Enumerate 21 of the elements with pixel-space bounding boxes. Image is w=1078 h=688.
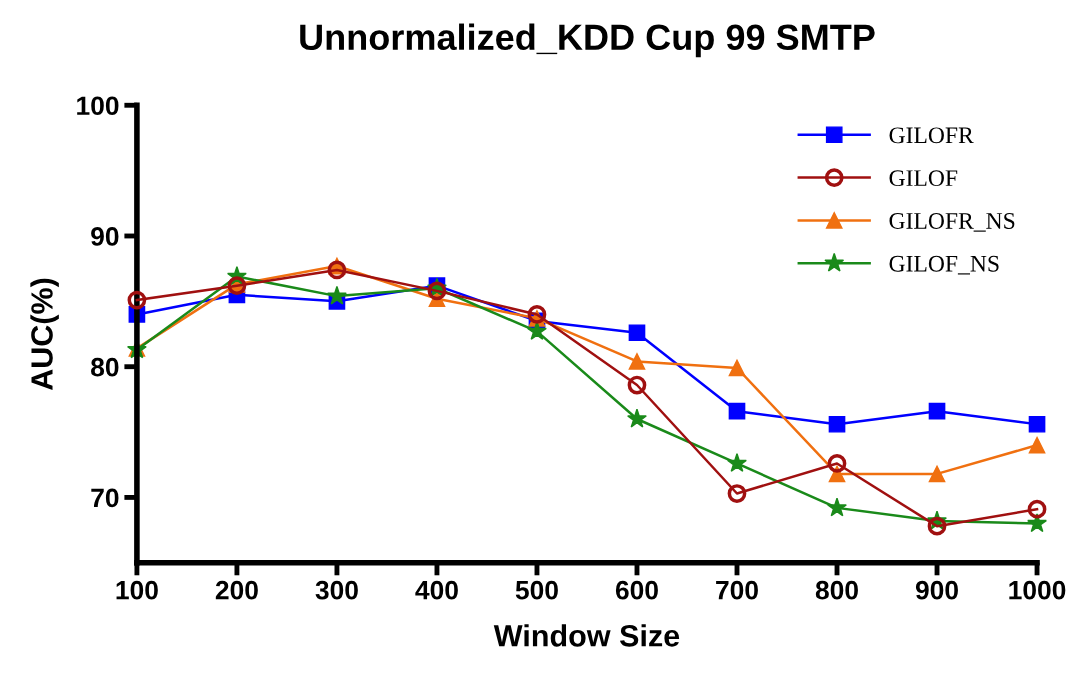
- y-tick-label: 90: [91, 227, 119, 246]
- y-axis-title: AUC(%): [30, 278, 59, 391]
- x-tick-label: 300: [315, 580, 358, 600]
- legend-label: GILOFR_NS: [889, 213, 1015, 232]
- x-tick-label: 600: [615, 580, 658, 600]
- x-tick-label: 900: [915, 580, 958, 600]
- legend-label: GILOF_NS: [889, 255, 999, 275]
- x-axis-title: Window Size: [493, 624, 680, 647]
- legend-label: GILOF: [889, 170, 958, 187]
- x-tick-label: 200: [215, 580, 258, 600]
- y-tick-label: 100: [77, 96, 119, 116]
- y-tick-label: 80: [91, 357, 119, 377]
- x-tick-label: 700: [716, 580, 758, 600]
- chart-title: Unnormalized_KDD Cup 99 SMTP: [300, 23, 875, 58]
- x-tick-label: 800: [815, 580, 858, 600]
- x-tick-label: 500: [515, 580, 558, 600]
- y-tick-label: 70: [91, 488, 119, 508]
- x-tick-label: 100: [116, 580, 158, 600]
- legend-label: GILOFR: [889, 127, 974, 144]
- x-tick-label: 1000: [1009, 580, 1066, 600]
- x-tick-label: 400: [415, 580, 458, 600]
